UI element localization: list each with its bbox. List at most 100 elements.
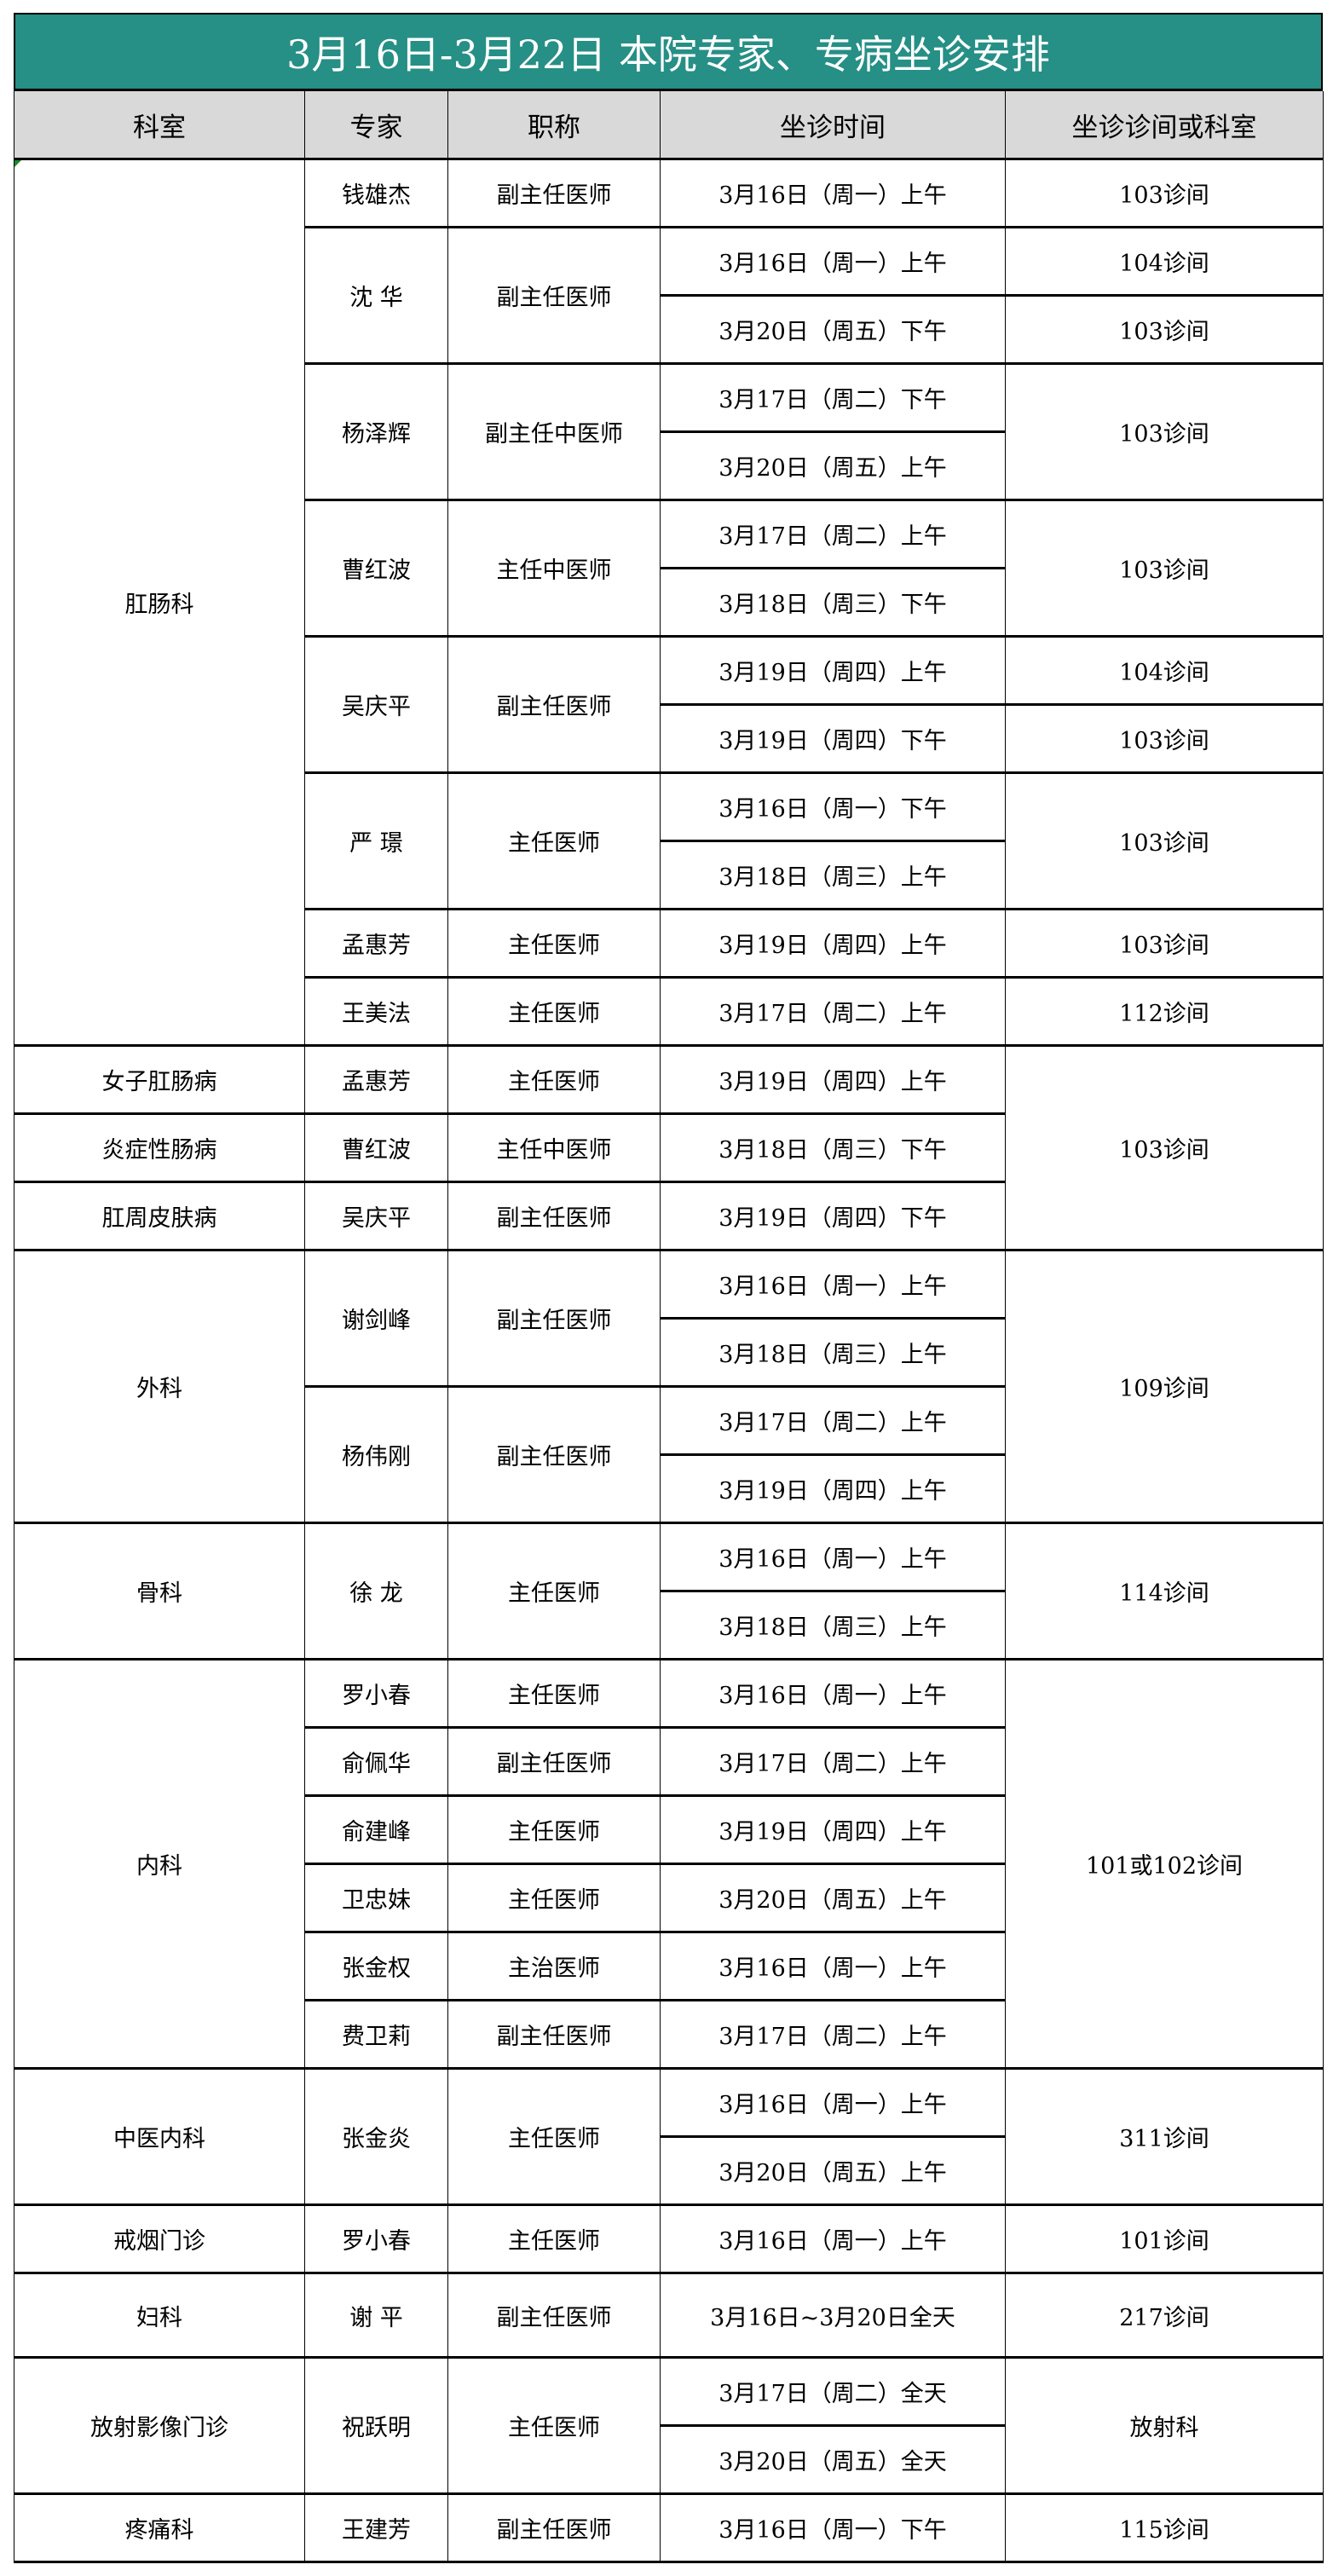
- expert-cell: 吴庆平: [304, 1181, 448, 1251]
- time-cell: 3月19日（周四）上午: [660, 1453, 1006, 1524]
- time-cell: 3月16日（周一）下午: [660, 2492, 1006, 2563]
- expert-cell: 王建芳: [304, 2492, 448, 2563]
- table-row: 吴庆平 副主任医师 3月19日（周四）上午 104诊间: [14, 635, 1324, 774]
- expert-cell: 谢剑峰: [304, 1249, 448, 1388]
- table-row: 内科 罗小春 主任医师 3月16日（周一）上午 101或102诊间: [14, 1658, 1324, 2070]
- expert-cell: 孟惠芳: [304, 908, 448, 979]
- title-cell: 主任医师: [447, 1044, 661, 1115]
- title-cell: 副主任医师: [447, 158, 661, 228]
- time-cell: 3月19日（周四）下午: [660, 703, 1006, 774]
- table-row: 肛肠科 钱雄杰 副主任医师 3月16日（周一）上午 103诊间: [14, 158, 1324, 1047]
- time-cell: 3月17日（周二）上午: [660, 499, 1006, 569]
- title-cell: 主任医师: [447, 2356, 661, 2495]
- time-cell: 3月16日（周一）上午: [660, 2203, 1006, 2274]
- room-cell: 放射科: [1005, 2356, 1324, 2495]
- time-cell: 3月20日（周五）上午: [660, 1863, 1006, 1933]
- table-row: 3月20日（周五）全天: [14, 2424, 1324, 2495]
- dept-cell: 中医内科: [14, 2067, 305, 2206]
- expert-cell: 杨伟刚: [304, 1385, 448, 1524]
- dept-cell: 肛周皮肤病: [14, 1181, 305, 1251]
- expert-cell: 罗小春: [304, 2203, 448, 2274]
- title-cell: 主任医师: [447, 976, 661, 1047]
- title-cell: 主任医师: [447, 1522, 661, 1661]
- time-cell: 3月18日（周三）上午: [660, 840, 1006, 910]
- room-cell: 217诊间: [1005, 2272, 1324, 2359]
- header-title: 职称: [447, 91, 661, 160]
- time-cell: 3月17日（周二）全天: [660, 2356, 1006, 2427]
- table-row: 卫忠妹 主任医师 3月20日（周五）上午: [14, 1863, 1324, 1933]
- table-row: 费卫莉 副主任医师 3月17日（周二）上午: [14, 1999, 1324, 2070]
- table-row: 戒烟门诊 罗小春 主任医师 3月16日（周一）上午 101诊间: [14, 2203, 1324, 2274]
- header-dept: 科室: [14, 91, 305, 160]
- time-cell: 3月16日（周一）上午: [660, 1249, 1006, 1320]
- expert-cell: 俞建峰: [304, 1794, 448, 1865]
- dept-cell: 妇科: [14, 2272, 305, 2359]
- header-expert: 专家: [304, 91, 448, 160]
- expert-cell: 张金炎: [304, 2067, 448, 2206]
- room-cell: 114诊间: [1005, 1522, 1324, 1661]
- time-cell: 3月18日（周三）上午: [660, 1590, 1006, 1661]
- dept-cell: 女子肛肠病: [14, 1044, 305, 1115]
- room-cell: 311诊间: [1005, 2067, 1324, 2206]
- header-room: 坐诊诊间或科室: [1005, 91, 1324, 160]
- title-cell: 副主任中医师: [447, 362, 661, 501]
- room-cell: 112诊间: [1005, 976, 1324, 1047]
- room-cell: 103诊间: [1005, 294, 1324, 365]
- table-row: 俞佩华 副主任医师 3月17日（周二）上午: [14, 1726, 1324, 1797]
- dept-cell: 戒烟门诊: [14, 2203, 305, 2274]
- time-cell: 3月20日（周五）全天: [660, 2424, 1006, 2495]
- table-row: 俞建峰 主任医师 3月19日（周四）上午: [14, 1794, 1324, 1865]
- title-cell: 主任中医师: [447, 499, 661, 638]
- table-row: 妇科 谢 平 副主任医师 3月16日~3月20日全天 217诊间: [14, 2272, 1324, 2359]
- time-cell: 3月20日（周五）下午: [660, 294, 1006, 365]
- expert-cell: 严 璟: [304, 771, 448, 910]
- table-row: 放射影像门诊 祝跃明 主任医师 3月17日（周二）全天 放射科: [14, 2356, 1324, 2495]
- room-cell: 103诊间: [1005, 703, 1324, 774]
- dept-cell: 放射影像门诊: [14, 2356, 305, 2495]
- expert-cell: 费卫莉: [304, 1999, 448, 2070]
- dept-cell: 内科: [14, 1658, 305, 2070]
- expert-cell: 徐 龙: [304, 1522, 448, 1661]
- room-cell: 104诊间: [1005, 226, 1324, 297]
- title-cell: 主任医师: [447, 1658, 661, 1729]
- table-row: 3月19日（周四）下午 103诊间: [14, 703, 1324, 774]
- title-cell: 主任医师: [447, 2203, 661, 2274]
- time-cell: 3月17日（周二）上午: [660, 1726, 1006, 1797]
- time-cell: 3月17日（周二）上午: [660, 1385, 1006, 1456]
- time-cell: 3月20日（周五）上午: [660, 2135, 1006, 2206]
- time-cell: 3月16日（周一）上午: [660, 226, 1006, 297]
- table-row: 严 璟 主任医师 3月16日（周一）下午 103诊间: [14, 771, 1324, 910]
- room-cell: 103诊间: [1005, 499, 1324, 638]
- room-cell: 103诊间: [1005, 362, 1324, 501]
- title-cell: 副主任医师: [447, 2492, 661, 2563]
- title-cell: 副主任医师: [447, 1999, 661, 2070]
- title-cell: 主任医师: [447, 1863, 661, 1933]
- title-cell: 主任医师: [447, 908, 661, 979]
- table-row: 3月19日（周四）上午: [14, 1453, 1324, 1524]
- room-cell: 101诊间: [1005, 2203, 1324, 2274]
- title-cell: 主任医师: [447, 771, 661, 910]
- dept-cell: 外科: [14, 1249, 305, 1524]
- room-cell: 103诊间: [1005, 771, 1324, 910]
- time-cell: 3月17日（周二）上午: [660, 976, 1006, 1047]
- table-row: 王美法 主任医师 3月17日（周二）上午 112诊间: [14, 976, 1324, 1047]
- dept-cell: 骨科: [14, 1522, 305, 1661]
- title-cell: 副主任医师: [447, 226, 661, 365]
- expert-cell: 俞佩华: [304, 1726, 448, 1797]
- room-cell: 103诊间: [1005, 158, 1324, 228]
- time-cell: 3月16日~3月20日全天: [660, 2272, 1006, 2359]
- table-row: 肛周皮肤病 吴庆平 副主任医师 3月19日（周四）下午: [14, 1181, 1324, 1251]
- schedule-table: 科室 专家 职称 坐诊时间 坐诊诊间或科室 肛肠科 钱雄杰 副主任医师 3月16…: [14, 91, 1324, 2563]
- room-cell: 109诊间: [1005, 1249, 1324, 1524]
- expert-cell: 祝跃明: [304, 2356, 448, 2495]
- title-cell: 副主任医师: [447, 1249, 661, 1388]
- table-row: 3月18日（周三）上午: [14, 840, 1324, 910]
- expert-cell: 孟惠芳: [304, 1044, 448, 1115]
- schedule-sheet: 3月16日-3月22日 本院专家、专病坐诊安排 科室 专家 职称 坐诊时间 坐诊…: [14, 13, 1324, 2563]
- table-row: 孟惠芳 主任医师 3月19日（周四）上午 103诊间: [14, 908, 1324, 979]
- time-cell: 3月19日（周四）上午: [660, 1794, 1006, 1865]
- expert-cell: 张金权: [304, 1931, 448, 2001]
- table-row: 杨泽辉 副主任中医师 3月17日（周二）下午 103诊间: [14, 362, 1324, 501]
- page-title: 3月16日-3月22日 本院专家、专病坐诊安排: [14, 13, 1323, 91]
- table-row: 3月18日（周三）下午: [14, 567, 1324, 638]
